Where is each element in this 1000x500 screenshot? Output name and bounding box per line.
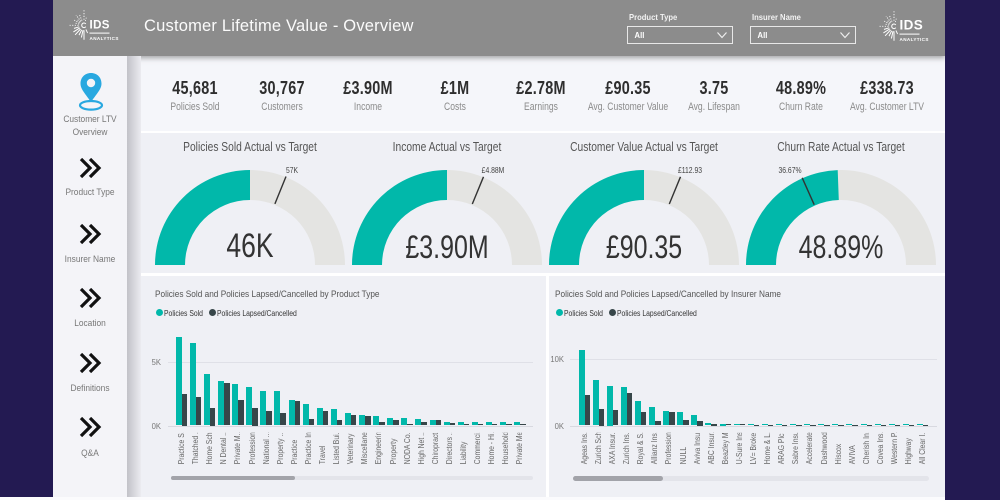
svg-text:ANALYTICS: ANALYTICS <box>90 36 119 41</box>
svg-text:ANALYTICS: ANALYTICS <box>899 37 928 42</box>
svg-text:IDS: IDS <box>90 19 110 31</box>
svg-text:IDS: IDS <box>899 18 923 33</box>
